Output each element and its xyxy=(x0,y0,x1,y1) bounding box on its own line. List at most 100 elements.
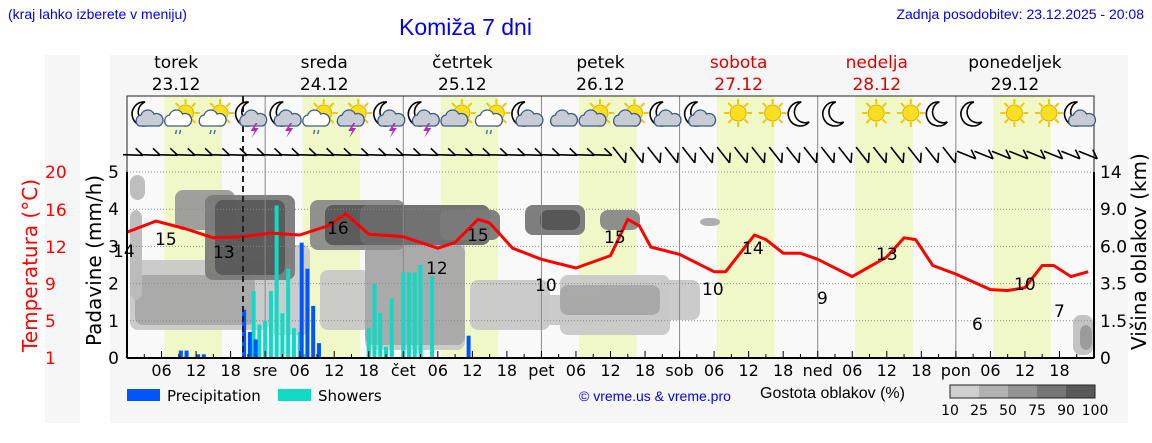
wind-barb xyxy=(751,146,765,164)
wind-barb xyxy=(786,146,800,164)
x-tick-label: 18 xyxy=(1049,361,1069,380)
moon-cloud-icon xyxy=(131,101,164,127)
temperature-label: 7 xyxy=(1054,302,1065,322)
wind-barb xyxy=(313,153,335,157)
lightning xyxy=(285,123,294,138)
lightning xyxy=(250,123,259,138)
x-tick-label: 18 xyxy=(635,361,655,380)
day-name: sreda xyxy=(301,53,348,73)
sun-ray xyxy=(916,102,922,108)
cloud-height-tick-label: 1.5 xyxy=(1100,312,1127,332)
density-scale-tick: 25 xyxy=(970,403,988,419)
cloud-height-tick-label: 3.5 xyxy=(1100,275,1127,295)
wind-barb-feather xyxy=(1074,149,1081,160)
cloud xyxy=(411,109,440,127)
x-tick-label: 06 xyxy=(566,361,586,380)
x-tick-label: ned xyxy=(803,361,833,380)
wind-barb xyxy=(192,153,213,157)
raindrop xyxy=(213,129,216,135)
sun-ray xyxy=(743,118,749,124)
precipitation-bar xyxy=(184,350,189,358)
sun-icon xyxy=(862,99,891,127)
wind-barb xyxy=(209,153,230,157)
density-scale-tick: 75 xyxy=(1028,403,1046,419)
raindrop xyxy=(489,129,493,135)
cloud xyxy=(198,109,227,127)
sun xyxy=(902,104,920,122)
moon xyxy=(822,101,845,127)
moon-icon xyxy=(787,101,810,127)
day-date: 23.12 xyxy=(152,75,201,95)
wind-barb-feather xyxy=(937,152,940,163)
sun-ray xyxy=(916,118,922,124)
sun-ray xyxy=(589,102,595,108)
sun-ray xyxy=(881,118,887,124)
wind-barb xyxy=(418,153,439,157)
temp-tick-label: 5 xyxy=(45,312,56,332)
cloud-blob xyxy=(700,218,720,226)
cloud xyxy=(239,109,268,127)
precipitation-bar xyxy=(299,242,304,358)
x-tick-label: 06 xyxy=(842,361,862,380)
sun-ray xyxy=(225,118,231,124)
precipitation-legend-label: Precipitation xyxy=(167,387,261,405)
x-tick-label: 12 xyxy=(738,361,758,380)
wind-barb xyxy=(487,153,508,157)
wind-barb xyxy=(1078,150,1098,160)
density-scale-tick: 100 xyxy=(1082,403,1109,419)
wind-barb-feather xyxy=(798,152,801,163)
temperature-label: 15 xyxy=(155,230,177,250)
sun-ray xyxy=(174,102,180,108)
wind-barb xyxy=(470,153,491,157)
sun-ray xyxy=(727,102,733,108)
precip-tick-label: 2 xyxy=(108,275,119,295)
sun-ray xyxy=(1020,118,1025,124)
wind-barb xyxy=(574,153,595,157)
x-tick-label: 18 xyxy=(911,361,931,380)
wind-barb-feather xyxy=(815,152,818,163)
sun-ray xyxy=(865,118,871,124)
wind-barb xyxy=(1043,150,1063,160)
sun-ray xyxy=(640,102,646,108)
x-tick-label: 06 xyxy=(428,361,448,380)
sun-cloud-rain-icon xyxy=(198,99,235,135)
copyright-link[interactable]: © vreme.us & vreme.pro xyxy=(579,388,731,404)
wind-barb-feather xyxy=(885,152,888,163)
x-tick-label: 06 xyxy=(704,361,724,380)
x-tick-label: 12 xyxy=(324,361,344,380)
wind-barb xyxy=(699,146,713,164)
cloud xyxy=(302,109,331,127)
day-date: 25.12 xyxy=(438,75,487,95)
day-date: 29.12 xyxy=(991,75,1040,95)
cloud xyxy=(653,109,682,127)
moon-cloud-icon xyxy=(649,101,682,127)
showers-bar xyxy=(407,272,412,358)
wind-barbs-row xyxy=(122,146,1098,164)
wind-barb xyxy=(716,146,731,164)
density-scale-tick: 90 xyxy=(1057,403,1075,419)
showers-bar xyxy=(257,324,262,358)
moon-cloud-thunder-icon xyxy=(269,101,302,138)
temp-tick-label: 1 xyxy=(45,349,56,369)
precipitation-bar xyxy=(311,305,316,358)
precipitation-bar xyxy=(247,331,252,358)
x-tick-label: pet xyxy=(528,361,554,380)
x-tick-label: 12 xyxy=(600,361,620,380)
precipitation-bar xyxy=(316,343,321,358)
sun-ray xyxy=(727,118,733,124)
x-tick-label: pon xyxy=(941,361,971,380)
cloud xyxy=(515,109,544,127)
cloud-height-tick-label: 14 xyxy=(1100,163,1122,183)
sun-cloud-rain-icon xyxy=(474,99,511,135)
sun-ray xyxy=(313,102,319,108)
cloud xyxy=(549,109,579,127)
wind-barb xyxy=(1008,150,1029,160)
x-tick-label: 18 xyxy=(359,361,379,380)
moon-icon xyxy=(822,101,845,127)
wind-barb xyxy=(452,153,473,157)
x-tick-label: 06 xyxy=(980,361,1000,380)
raindrop xyxy=(174,129,178,135)
precipitation-bar xyxy=(196,354,201,358)
wind-barb-feather xyxy=(867,152,870,163)
wind-barb xyxy=(557,153,578,157)
